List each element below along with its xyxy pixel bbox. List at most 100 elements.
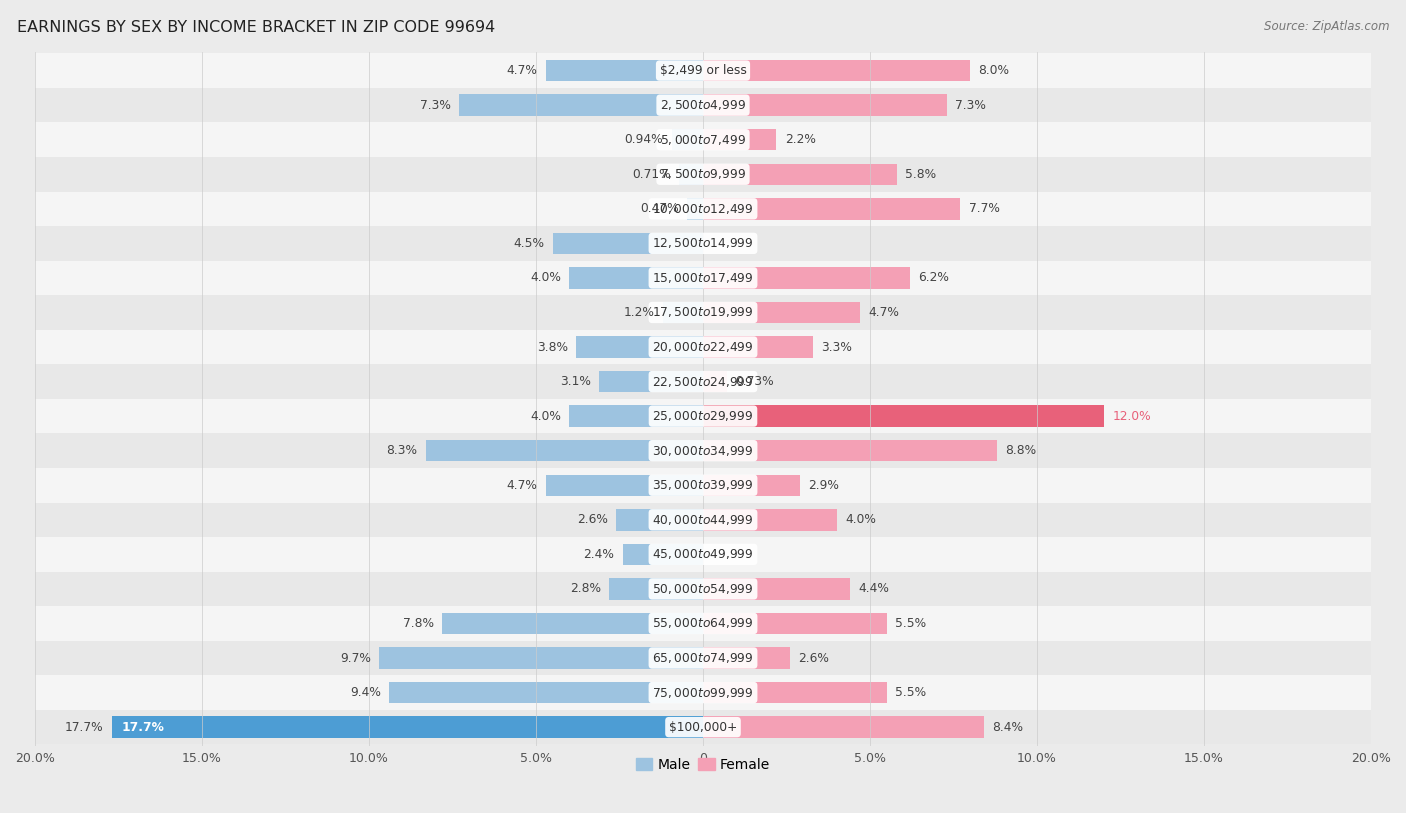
Text: 4.7%: 4.7%	[869, 306, 900, 319]
Text: 2.6%: 2.6%	[799, 651, 830, 664]
Text: 7.7%: 7.7%	[969, 202, 1000, 215]
Bar	[35, 192, 1371, 226]
Text: 7.3%: 7.3%	[420, 98, 451, 111]
Bar	[35, 676, 1371, 710]
Bar	[35, 157, 1371, 192]
Text: 8.4%: 8.4%	[993, 720, 1024, 733]
Text: 2.6%: 2.6%	[576, 513, 607, 526]
Bar	[35, 572, 1371, 606]
Bar	[703, 406, 1104, 427]
Text: $45,000 to $49,999: $45,000 to $49,999	[652, 547, 754, 561]
Bar	[688, 198, 703, 220]
Bar	[389, 682, 703, 703]
Text: 17.7%: 17.7%	[65, 720, 104, 733]
Text: $5,000 to $7,499: $5,000 to $7,499	[659, 133, 747, 146]
Bar	[703, 198, 960, 220]
Text: 2.8%: 2.8%	[569, 582, 602, 595]
Text: $100,000+: $100,000+	[669, 720, 737, 733]
Text: 8.8%: 8.8%	[1005, 444, 1036, 457]
Bar	[35, 641, 1371, 676]
Text: 3.8%: 3.8%	[537, 341, 568, 354]
Bar	[672, 129, 703, 150]
Text: 12.0%: 12.0%	[1112, 410, 1152, 423]
Bar	[703, 613, 887, 634]
Text: $35,000 to $39,999: $35,000 to $39,999	[652, 478, 754, 492]
Bar	[703, 475, 800, 496]
Bar	[616, 509, 703, 531]
Bar	[703, 647, 790, 669]
Bar	[443, 613, 703, 634]
Text: $15,000 to $17,499: $15,000 to $17,499	[652, 271, 754, 285]
Bar	[460, 94, 703, 116]
Text: 9.7%: 9.7%	[340, 651, 371, 664]
Text: $30,000 to $34,999: $30,000 to $34,999	[652, 444, 754, 458]
Text: $2,500 to $4,999: $2,500 to $4,999	[659, 98, 747, 112]
Text: $65,000 to $74,999: $65,000 to $74,999	[652, 651, 754, 665]
Text: EARNINGS BY SEX BY INCOME BRACKET IN ZIP CODE 99694: EARNINGS BY SEX BY INCOME BRACKET IN ZIP…	[17, 20, 495, 35]
Text: $55,000 to $64,999: $55,000 to $64,999	[652, 616, 754, 630]
Text: 3.1%: 3.1%	[560, 375, 591, 388]
Text: 6.2%: 6.2%	[918, 272, 949, 285]
Bar	[703, 60, 970, 81]
Text: $75,000 to $99,999: $75,000 to $99,999	[652, 685, 754, 699]
Text: 4.7%: 4.7%	[506, 64, 537, 77]
Bar	[35, 710, 1371, 745]
Text: 3.3%: 3.3%	[821, 341, 852, 354]
Bar	[703, 578, 851, 600]
Bar	[426, 440, 703, 462]
Bar	[546, 60, 703, 81]
Bar	[35, 433, 1371, 468]
Bar	[35, 330, 1371, 364]
Text: 4.7%: 4.7%	[506, 479, 537, 492]
Text: $20,000 to $22,499: $20,000 to $22,499	[652, 340, 754, 354]
Bar	[35, 537, 1371, 572]
Bar	[553, 233, 703, 254]
Bar	[35, 88, 1371, 123]
Text: $50,000 to $54,999: $50,000 to $54,999	[652, 582, 754, 596]
Text: 7.8%: 7.8%	[404, 617, 434, 630]
Text: $7,500 to $9,999: $7,500 to $9,999	[659, 167, 747, 181]
Bar	[703, 682, 887, 703]
Bar	[703, 337, 813, 358]
Text: 7.3%: 7.3%	[955, 98, 986, 111]
Bar	[703, 509, 837, 531]
Text: $12,500 to $14,999: $12,500 to $14,999	[652, 237, 754, 250]
Bar	[703, 163, 897, 185]
Bar	[703, 371, 727, 393]
Bar	[111, 716, 703, 738]
Text: 9.4%: 9.4%	[350, 686, 381, 699]
Bar	[35, 502, 1371, 537]
Text: 4.5%: 4.5%	[513, 237, 544, 250]
Bar	[380, 647, 703, 669]
Text: 2.4%: 2.4%	[583, 548, 614, 561]
Text: $25,000 to $29,999: $25,000 to $29,999	[652, 409, 754, 423]
Legend: Male, Female: Male, Female	[630, 752, 776, 777]
Text: 5.5%: 5.5%	[896, 617, 927, 630]
Bar	[35, 468, 1371, 502]
Bar	[35, 123, 1371, 157]
Text: 0.47%: 0.47%	[640, 202, 679, 215]
Text: 4.0%: 4.0%	[530, 272, 561, 285]
Bar	[546, 475, 703, 496]
Bar	[703, 94, 946, 116]
Bar	[35, 399, 1371, 433]
Text: 2.9%: 2.9%	[808, 479, 839, 492]
Text: $22,500 to $24,999: $22,500 to $24,999	[652, 375, 754, 389]
Bar	[35, 226, 1371, 261]
Text: 8.3%: 8.3%	[387, 444, 418, 457]
Bar	[623, 544, 703, 565]
Bar	[35, 606, 1371, 641]
Bar	[703, 440, 997, 462]
Bar	[35, 261, 1371, 295]
Text: $2,499 or less: $2,499 or less	[659, 64, 747, 77]
Bar	[576, 337, 703, 358]
Text: 0.71%: 0.71%	[633, 167, 671, 180]
Bar	[35, 364, 1371, 399]
Text: $40,000 to $44,999: $40,000 to $44,999	[652, 513, 754, 527]
Bar	[609, 578, 703, 600]
Text: 0.73%: 0.73%	[735, 375, 775, 388]
Text: 4.0%: 4.0%	[845, 513, 876, 526]
Bar	[703, 716, 984, 738]
Bar	[703, 267, 910, 289]
Text: 8.0%: 8.0%	[979, 64, 1010, 77]
